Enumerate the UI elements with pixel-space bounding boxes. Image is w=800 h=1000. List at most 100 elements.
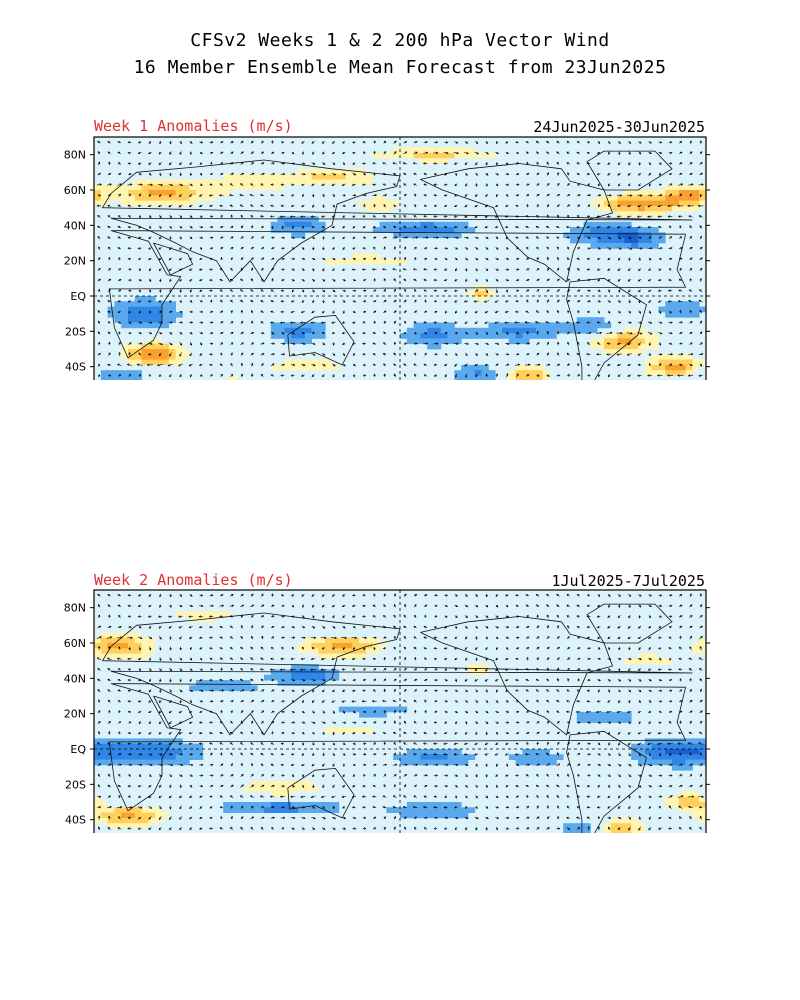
anomaly-cell xyxy=(291,216,299,223)
anomaly-cell xyxy=(617,174,625,180)
anomaly-cell xyxy=(141,147,149,154)
anomaly-cell xyxy=(304,338,312,345)
wind-vector-head xyxy=(322,353,326,356)
anomaly-cell xyxy=(502,285,510,292)
anomaly-cell xyxy=(440,322,448,329)
anomaly-cell xyxy=(202,243,210,249)
anomaly-cell xyxy=(243,168,251,175)
anomaly-cell xyxy=(692,375,700,380)
anomaly-cell xyxy=(100,137,108,143)
panel-1-dates: 24Jun2025-30Jun2025 xyxy=(533,118,705,136)
anomaly-cell xyxy=(250,190,258,196)
wind-vector-head xyxy=(292,342,296,345)
anomaly-cell xyxy=(325,269,333,276)
anomaly-cell xyxy=(121,317,129,323)
anomaly-cell xyxy=(692,190,700,196)
anomaly-cell xyxy=(665,211,673,217)
anomaly-cell xyxy=(345,200,353,207)
anomaly-cell xyxy=(413,322,421,329)
anomaly-cell xyxy=(304,375,312,380)
anomaly-cell xyxy=(257,195,265,201)
anomaly-cell xyxy=(372,158,380,164)
anomaly-cell xyxy=(570,359,578,366)
anomaly-cell xyxy=(604,243,612,249)
anomaly-cell xyxy=(665,359,673,366)
anomaly-cell xyxy=(570,205,578,212)
anomaly-cell xyxy=(604,338,612,345)
anomaly-cell xyxy=(651,333,659,339)
anomaly-cell xyxy=(454,163,462,170)
anomaly-cell xyxy=(107,216,115,223)
wind-vector-head xyxy=(271,151,275,155)
anomaly-cell xyxy=(672,184,680,191)
wind-vector-head xyxy=(117,151,121,154)
wind-vector-head xyxy=(312,162,316,165)
wind-vector-head xyxy=(260,310,264,313)
anomaly-cell xyxy=(366,280,374,286)
anomaly-cell xyxy=(631,232,639,239)
anomaly-cell xyxy=(651,158,659,164)
anomaly-cell xyxy=(502,274,510,281)
anomaly-cell xyxy=(488,248,496,254)
wind-vector-head xyxy=(97,161,101,165)
anomaly-cell xyxy=(155,158,163,164)
anomaly-cell xyxy=(638,364,646,371)
anomaly-cell xyxy=(542,174,550,180)
anomaly-cell xyxy=(134,227,142,233)
anomaly-cell xyxy=(624,137,632,143)
anomaly-cell xyxy=(243,200,251,207)
anomaly-cell xyxy=(529,364,537,371)
anomaly-cell xyxy=(325,190,333,196)
anomaly-cell xyxy=(372,253,380,260)
anomaly-cell xyxy=(230,269,238,276)
anomaly-cell xyxy=(685,168,693,175)
wind-vector-head xyxy=(261,162,265,165)
wind-vector-head xyxy=(312,236,315,240)
anomaly-cell xyxy=(529,359,537,366)
anomaly-cell xyxy=(610,359,618,366)
anomaly-cell xyxy=(427,375,435,380)
anomaly-cell xyxy=(311,349,319,355)
anomaly-cell xyxy=(100,221,108,228)
anomaly-cell xyxy=(352,174,360,180)
anomaly-cell xyxy=(447,184,455,191)
wind-vector-head xyxy=(168,257,172,261)
anomaly-cell xyxy=(216,142,224,148)
wind-vector-head xyxy=(262,172,265,176)
anomaly-cell xyxy=(529,174,537,180)
anomaly-cell xyxy=(536,359,544,366)
anomaly-cell xyxy=(100,349,108,355)
anomaly-cell xyxy=(447,338,455,345)
anomaly-cell xyxy=(270,163,278,170)
anomaly-cell xyxy=(665,338,673,345)
wind-vector-head xyxy=(210,151,214,155)
wind-vector-head xyxy=(231,151,234,154)
anomaly-cell xyxy=(638,211,646,217)
anomaly-cell xyxy=(114,317,122,323)
wind-vector-head xyxy=(290,310,294,314)
anomaly-cell xyxy=(570,195,578,201)
wind-vector-head xyxy=(160,342,163,345)
wind-vector xyxy=(372,268,377,271)
wind-vector-head xyxy=(341,321,345,324)
anomaly-cell xyxy=(202,174,210,180)
anomaly-cell xyxy=(128,179,136,186)
anomaly-cell xyxy=(359,179,367,186)
anomaly-cell xyxy=(672,306,680,313)
wind-vector-head xyxy=(230,342,234,345)
wind-vector xyxy=(311,215,316,218)
anomaly-cell xyxy=(298,142,306,148)
anomaly-cell xyxy=(291,333,299,339)
anomaly-cell xyxy=(270,327,278,334)
anomaly-cell xyxy=(665,306,673,313)
anomaly-cell xyxy=(481,152,489,159)
anomaly-cell xyxy=(549,190,557,196)
anomaly-cell xyxy=(141,227,149,233)
anomaly-cell xyxy=(678,158,686,164)
anomaly-cell xyxy=(318,349,326,355)
anomaly-cell xyxy=(549,333,557,339)
anomaly-cell xyxy=(216,211,224,217)
anomaly-cell xyxy=(298,152,306,159)
anomaly-cell xyxy=(576,174,584,180)
anomaly-cell xyxy=(529,152,537,159)
